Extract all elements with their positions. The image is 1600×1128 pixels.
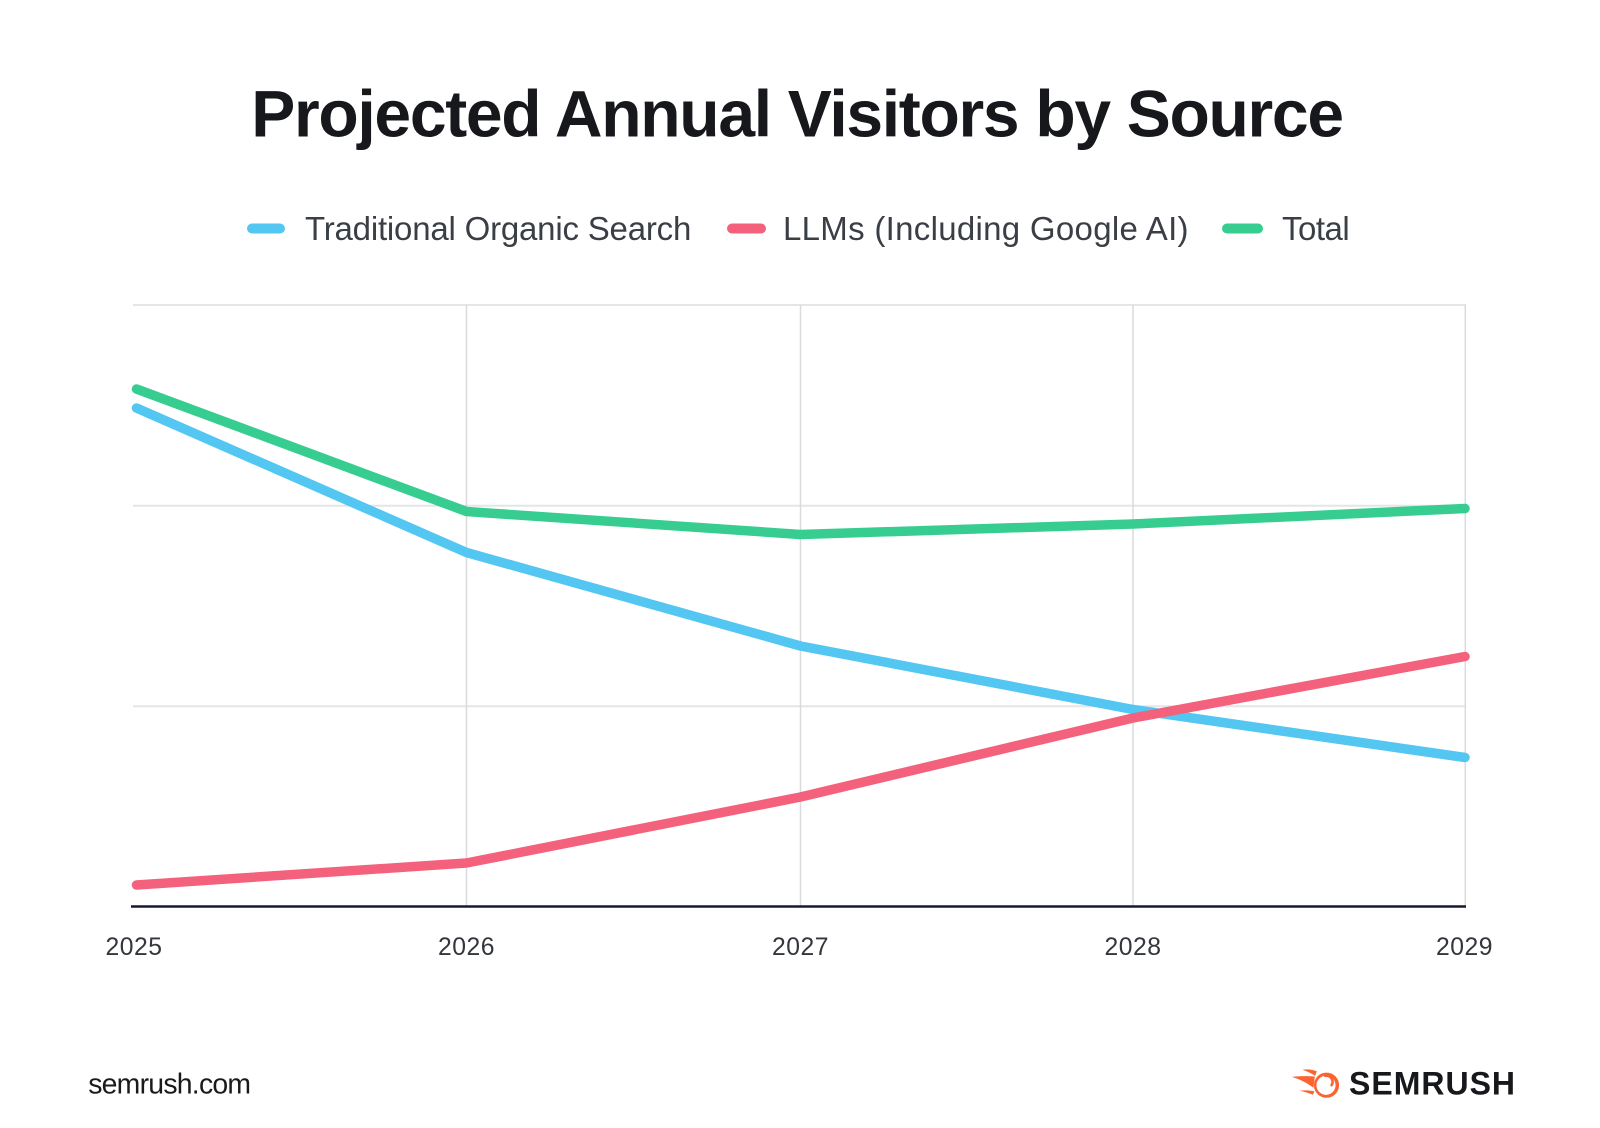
svg-text:2028: 2028 xyxy=(1105,934,1162,961)
svg-text:2027: 2027 xyxy=(772,934,829,961)
svg-text:Total: Total xyxy=(1282,210,1349,247)
svg-text:2029: 2029 xyxy=(1436,934,1493,961)
svg-text:2026: 2026 xyxy=(438,934,495,961)
svg-text:2025: 2025 xyxy=(106,934,163,961)
svg-text:SEMRUSH: SEMRUSH xyxy=(1349,1066,1516,1102)
svg-text:Traditional Organic Search: Traditional Organic Search xyxy=(305,210,691,247)
svg-text:semrush.com: semrush.com xyxy=(88,1069,250,1101)
svg-text:Projected Annual Visitors by S: Projected Annual Visitors by Source xyxy=(251,77,1343,151)
svg-text:LLMs (Including Google AI): LLMs (Including Google AI) xyxy=(783,210,1189,247)
